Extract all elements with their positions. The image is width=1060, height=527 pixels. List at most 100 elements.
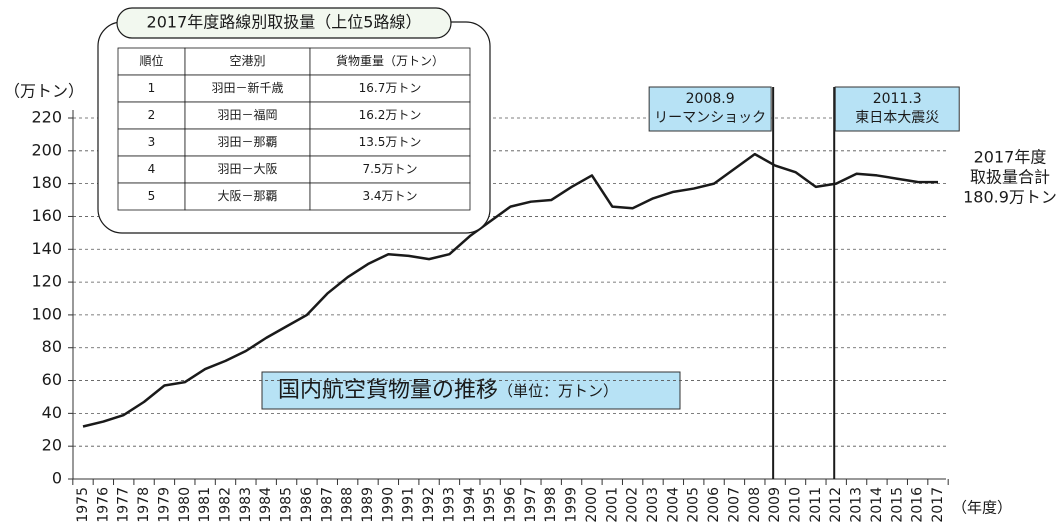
table-title-pill	[116, 7, 452, 39]
y-tick-label: 180	[31, 173, 62, 192]
y-tick-label: 220	[31, 108, 62, 127]
x-tick-label: 2015	[889, 487, 905, 523]
x-tick-label: 1981	[197, 487, 213, 523]
x-tick-label: 1982	[218, 487, 234, 523]
table-value: 2	[148, 108, 156, 122]
table-cell	[117, 101, 186, 130]
x-tick-label: 1989	[360, 487, 376, 523]
event-box	[648, 86, 772, 132]
table-cell	[117, 128, 186, 157]
table-title: 2017年度路線別取扱量（上位5路線）	[147, 13, 422, 32]
x-tick-label: 2011	[808, 487, 824, 523]
x-tick-label: 1998	[543, 487, 559, 523]
x-tick-label: 1999	[564, 487, 580, 523]
table-cell	[184, 128, 311, 157]
x-tick-label: 2014	[869, 487, 885, 523]
x-tick-label: 1987	[319, 487, 335, 523]
y-tick-label: 40	[42, 403, 62, 422]
inset-table: 2017年度路線別取扱量（上位5路線） 順位 空港別 貨物重量（万トン） 1 羽田－新千歳…	[97, 7, 491, 234]
table-value: 大阪－那覇	[217, 189, 277, 203]
x-tick-label: 1995	[482, 487, 498, 523]
x-tick-label: 1992	[421, 487, 437, 523]
x-tick-label: 1984	[258, 487, 274, 523]
table-value: 16.2万トン	[359, 108, 422, 122]
chart-subtitle: （単位：万トン）	[498, 382, 618, 400]
table-header: 順位	[139, 53, 163, 68]
table-cell	[184, 182, 311, 211]
x-tick-label: 1978	[136, 487, 152, 523]
x-tick-label: 1993	[441, 487, 457, 523]
table-cell	[309, 74, 471, 103]
x-tick-label: 2017	[930, 487, 946, 523]
y-axis-label: （万トン）	[4, 82, 84, 101]
x-tick-label: 2005	[686, 487, 702, 523]
x-tick-label: 1979	[156, 487, 172, 523]
table-value: 羽田－福岡	[217, 107, 277, 122]
table-cell	[184, 101, 311, 130]
x-tick-label: 1975	[75, 487, 91, 523]
end-note: 2017年度	[974, 148, 1047, 167]
table-value: 4	[148, 162, 156, 176]
x-tick-label: 1990	[380, 487, 396, 523]
y-tick-label: 20	[42, 436, 62, 455]
x-tick-label: 1976	[95, 487, 111, 523]
event-label: 2008.9	[686, 91, 735, 107]
x-tick-label: 1991	[401, 487, 417, 523]
y-tick-label: 120	[31, 272, 62, 291]
x-tick-label: 1988	[340, 487, 356, 523]
x-tick-label: 2010	[788, 487, 804, 523]
title-box	[261, 371, 681, 410]
event-label: 東日本大震災	[855, 110, 939, 126]
table-value: 13.5万トン	[359, 135, 422, 149]
x-tick-label: 2013	[849, 487, 865, 523]
y-tick-label: 200	[31, 140, 62, 159]
event-box	[834, 86, 960, 132]
table-cell	[309, 155, 471, 184]
table-cell	[309, 182, 471, 211]
x-tick-label: 2004	[665, 487, 681, 523]
x-tick-label: 2002	[625, 487, 641, 523]
y-tick-label: 100	[31, 304, 62, 323]
x-tick-label: 1996	[503, 487, 519, 523]
x-tick-label: 2001	[604, 487, 620, 523]
title-group: 国内航空貨物量の推移（単位：万トン）	[278, 378, 618, 403]
table-cell	[184, 47, 311, 76]
table-value: 16.7万トン	[359, 81, 422, 95]
x-tick-label: 1983	[238, 487, 254, 523]
table-value: 羽田－那覇	[217, 135, 277, 149]
x-tick-label: 2000	[584, 487, 600, 523]
table-value: 3	[148, 135, 156, 149]
event-label: リーマンショック	[654, 110, 766, 126]
table-value: 羽田－新千歳	[211, 80, 283, 95]
y-tick-label: 140	[31, 239, 62, 258]
table-header: 空港別	[229, 54, 265, 68]
x-tick-label: 2007	[726, 487, 742, 523]
x-tick-label: 1985	[279, 487, 295, 523]
table-value: 5	[148, 189, 156, 203]
table-value: 7.5万トン	[362, 162, 417, 176]
x-tick-label: 1977	[116, 487, 132, 523]
x-tick-label: 1994	[462, 487, 478, 523]
x-tick-label: 2006	[706, 487, 722, 523]
data-line	[82, 152, 939, 428]
x-tick-label: 2009	[767, 487, 783, 523]
table-cell	[309, 128, 471, 157]
y-tick-label: 80	[42, 337, 62, 356]
end-note: 取扱量合計	[970, 168, 1050, 187]
event-label: 2011.3	[873, 91, 922, 107]
table-value: 3.4万トン	[362, 189, 417, 203]
table-header: 貨物重量（万トン）	[336, 53, 444, 68]
x-axis-label: （年度）	[952, 499, 1012, 517]
table-cell	[117, 182, 186, 211]
table-cell	[309, 101, 471, 130]
table-value: 1	[148, 81, 156, 95]
x-tick-label: 2016	[910, 487, 926, 523]
table-value: 羽田－大阪	[217, 162, 277, 176]
chart-title: 国内航空貨物量の推移	[278, 378, 498, 403]
table-cell	[309, 47, 471, 76]
end-note: 180.9万トン	[963, 188, 1057, 207]
x-tick-label: 1997	[523, 487, 539, 523]
x-tick-label: 1986	[299, 487, 315, 523]
x-tick-label: 1980	[177, 487, 193, 523]
